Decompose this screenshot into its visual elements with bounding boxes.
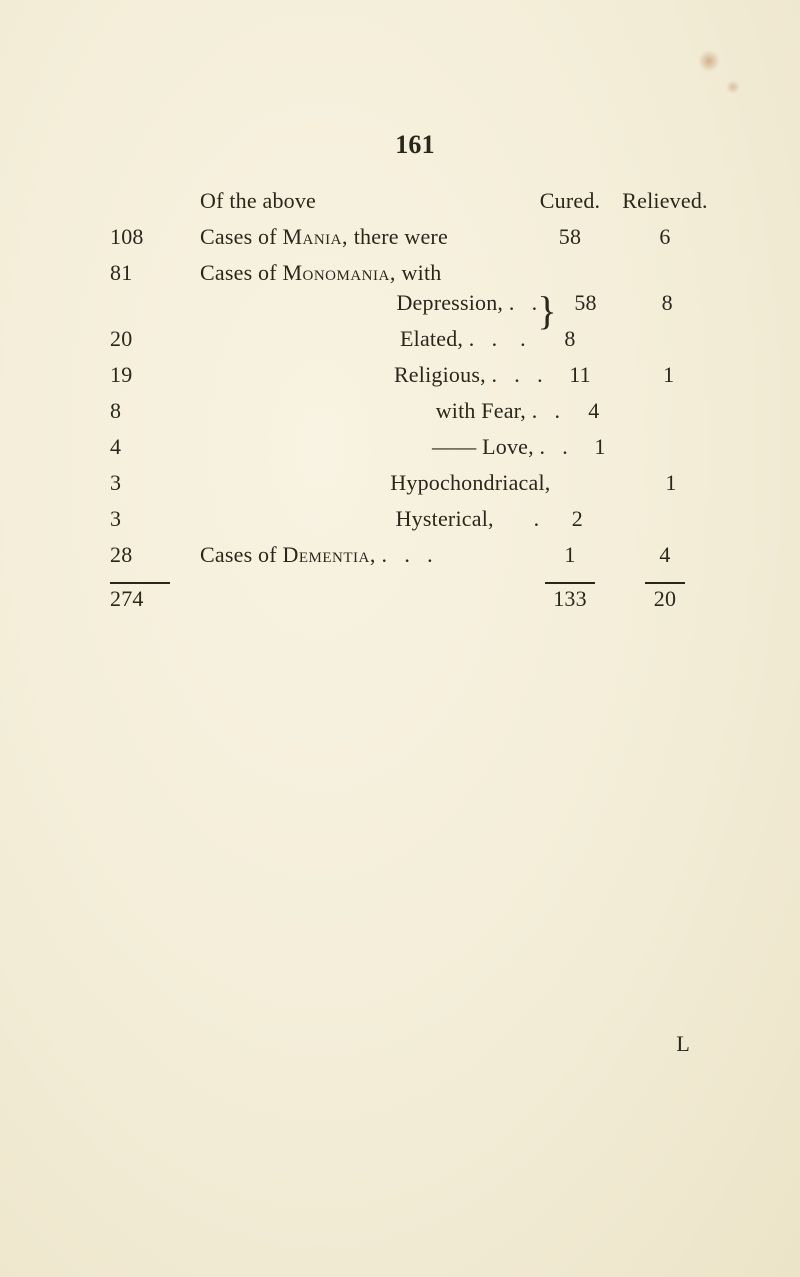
of-the-above: Of the above: [200, 188, 530, 214]
signature-mark: L: [676, 1031, 690, 1057]
row-count: 28: [110, 542, 200, 568]
table-row: 28 Cases of Dementia, . . . 1 4: [110, 542, 720, 568]
header-row: Of the above Cured. Relieved.: [110, 188, 720, 214]
row-desc: Elated, . . .: [200, 326, 530, 352]
table-row: 20 Elated, . . . 8: [110, 326, 720, 352]
table-row: 4 —— Love, . . 1: [110, 434, 720, 460]
table-row: 3 Hysterical, . 2: [110, 506, 720, 532]
rule-icon: [110, 582, 170, 584]
cured-value: 11: [543, 362, 618, 388]
table-row: Depression, . . } 58 8: [110, 290, 720, 316]
row-count: 20: [110, 326, 200, 352]
foxing-spot: [726, 80, 740, 94]
row-desc: Cases of Dementia, . . .: [200, 542, 530, 568]
scanned-page: 161 Of the above Cured. Relieved. 108 Ca…: [0, 0, 800, 1277]
row-count: 3: [110, 470, 190, 496]
cured-value: 1: [568, 434, 632, 460]
row-desc: —— Love, . .: [182, 434, 568, 460]
cured-value: 1: [530, 542, 610, 568]
rule-icon: [545, 582, 595, 584]
cured-value: 58: [557, 290, 615, 316]
row-desc: Cases of Monomania, with: [200, 260, 510, 286]
cured-value: 2: [539, 506, 615, 532]
col-relieved-header: Relieved.: [610, 188, 720, 214]
cured-value: 58: [530, 224, 610, 250]
rule-row: [110, 578, 720, 584]
page-number: 161: [110, 130, 720, 160]
total-count: 274: [110, 586, 200, 612]
col-cured-header: Cured.: [530, 188, 610, 214]
row-count: 19: [110, 362, 194, 388]
relieved-value: 8: [614, 290, 720, 316]
row-count: 4: [110, 434, 182, 460]
rule-icon: [645, 582, 685, 584]
relieved-value: 6: [610, 224, 720, 250]
total-cured: 133: [530, 586, 610, 612]
row-count: 108: [110, 224, 200, 250]
table-row: 19 Religious, . . . 11 1: [110, 362, 720, 388]
relieved-value: 1: [622, 470, 720, 496]
row-count: 3: [110, 506, 196, 532]
row-desc: Religious, . . .: [194, 362, 543, 388]
row-desc: Cases of Mania, there were: [200, 224, 530, 250]
table-row: 81 Cases of Monomania, with: [110, 260, 720, 286]
row-desc: Hysterical, .: [196, 506, 540, 532]
row-desc: Depression, . .: [196, 290, 537, 316]
row-desc: Hypochondriacal,: [190, 470, 550, 496]
row-count: 81: [110, 260, 200, 286]
foxing-spot: [698, 50, 720, 72]
relieved-value: 4: [610, 542, 720, 568]
row-count: 8: [110, 398, 186, 424]
table-row: 8 with Fear, . . 4: [110, 398, 720, 424]
table-row: 108 Cases of Mania, there were 58 6: [110, 224, 720, 250]
total-relieved: 20: [610, 586, 720, 612]
cured-value: 4: [560, 398, 627, 424]
relieved-value: 1: [617, 362, 720, 388]
row-desc: with Fear, . .: [186, 398, 561, 424]
table-row: 3 Hypochondriacal, 1: [110, 470, 720, 496]
totals-row: 274 133 20: [110, 586, 720, 612]
